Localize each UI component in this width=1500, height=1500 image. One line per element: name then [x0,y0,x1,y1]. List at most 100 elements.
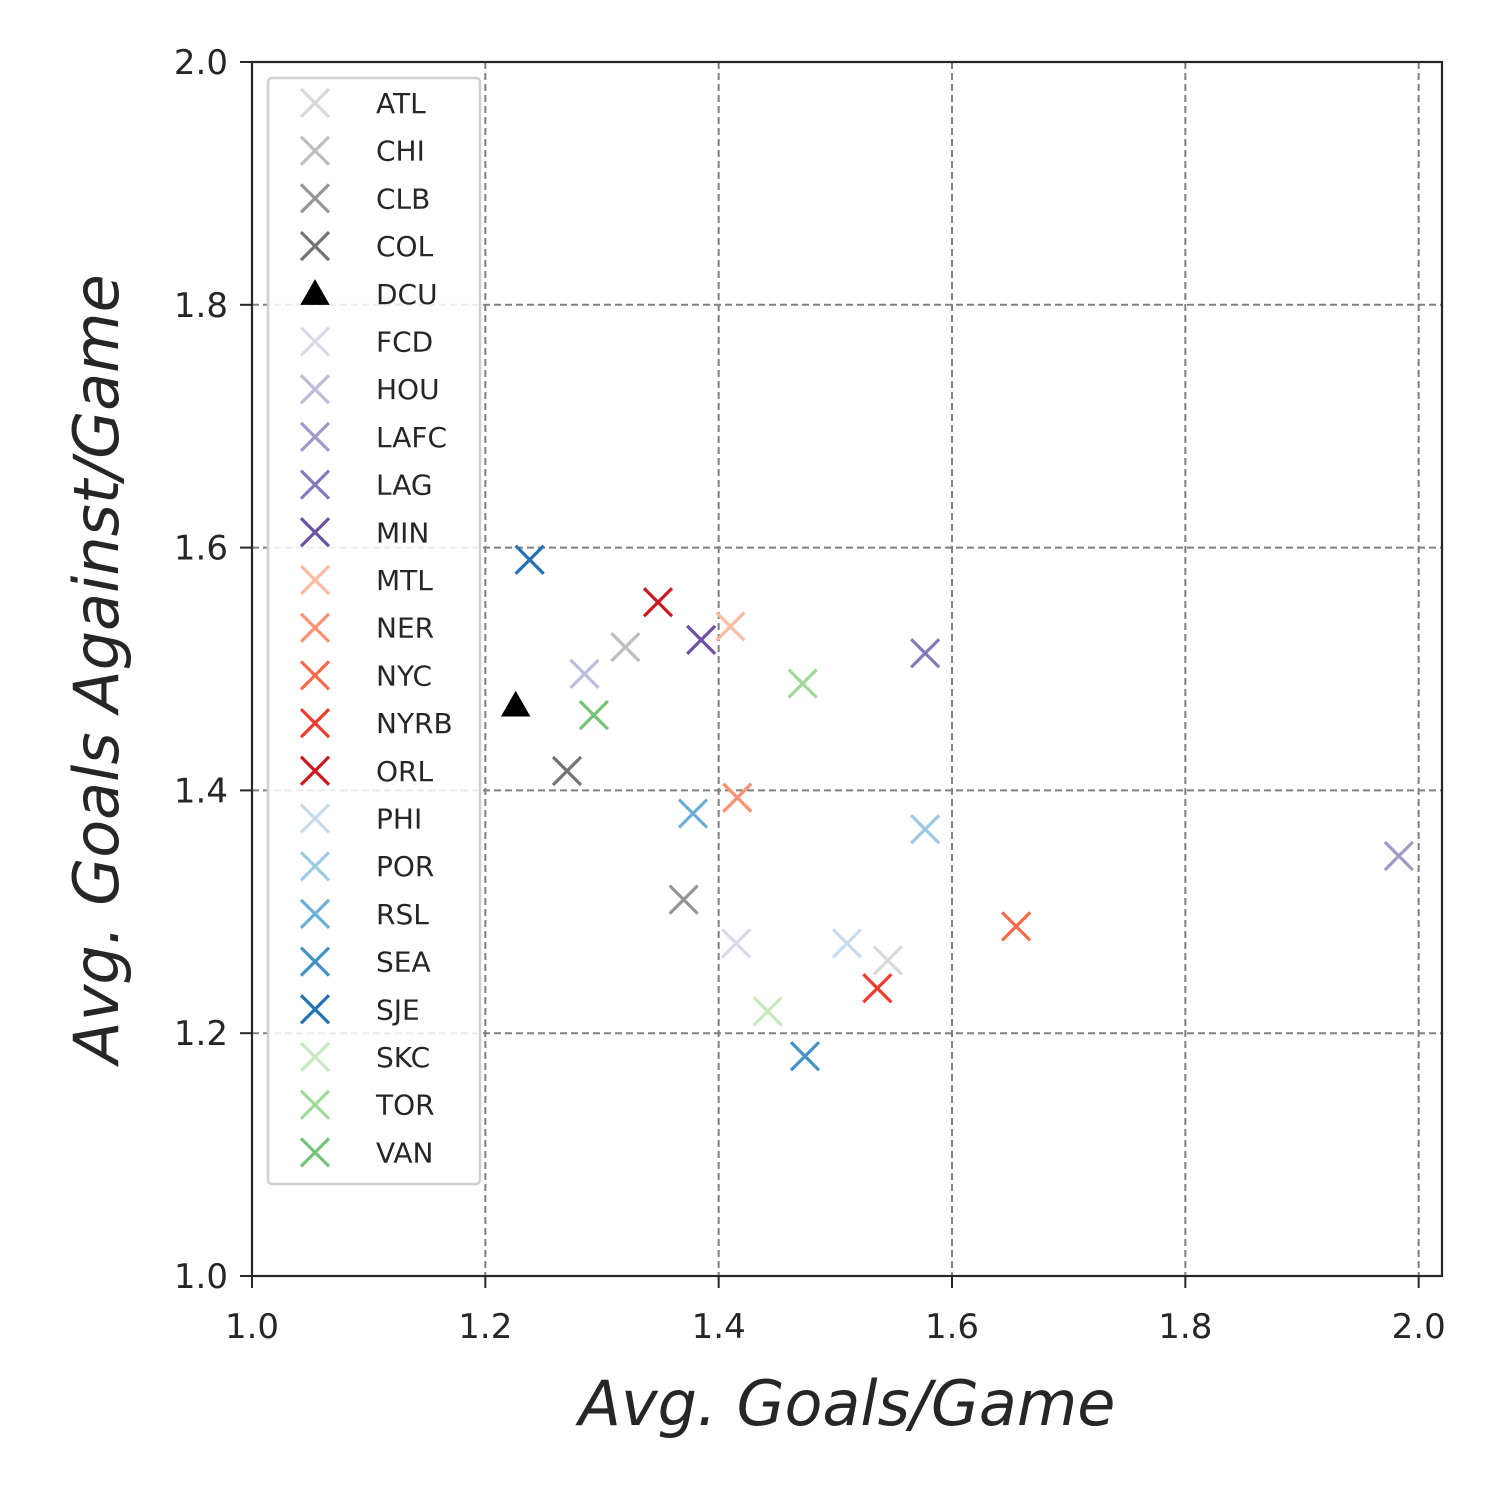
legend-marker-lag [299,469,331,500]
marker-stroke [299,994,331,1025]
marker-stroke [299,803,331,834]
point-rsl [677,798,709,829]
point-lag [910,638,941,669]
legend-marker-sje [299,994,331,1025]
marker-stroke [299,135,331,166]
marker-stroke [610,632,641,663]
legend-label-clb: CLB [376,182,430,215]
point-nyrb [862,973,893,1004]
legend-label-min: MIN [376,516,429,549]
legend-marker-ner [299,612,331,643]
point-clb [668,884,699,915]
point-tor [787,668,818,699]
marker-stroke [299,612,331,643]
marker-stroke [299,469,331,500]
legend-label-lafc: LAFC [376,421,447,454]
legend-box [266,76,482,1186]
marker-stroke [569,658,600,689]
marker-stroke [299,87,331,119]
marker-stroke [299,1137,331,1168]
point-skc [752,996,783,1027]
marker-stroke [299,946,331,977]
point-lafc [1383,840,1414,872]
marker-stroke [299,421,331,453]
marker-stroke [668,884,699,915]
marker-stroke [299,374,331,405]
point-atl [872,945,903,976]
marker-stroke [642,587,674,618]
marker-stroke [299,517,331,548]
marker-stroke [677,798,709,829]
x-tick-label: 1.4 [692,1307,746,1347]
x-tick-label: 1.8 [1158,1307,1212,1347]
point-mtl [715,611,746,642]
legend-label-dcu: DCU [376,278,438,311]
marker-stroke [578,700,609,731]
x-tick-label: 1.2 [458,1307,512,1347]
point-nyc [1001,911,1032,942]
point-hou [569,658,600,689]
point-col [551,755,583,787]
marker-stroke [789,1041,821,1072]
legend-label-lag: LAG [376,469,433,502]
legend-marker-chi [299,135,331,166]
legend-label-orl: ORL [376,755,433,788]
marker-stroke [715,611,746,642]
marker-stroke [299,707,331,739]
marker-stroke [299,851,331,882]
legend-marker-por [299,851,331,882]
legend-marker-skc [299,1041,331,1073]
point-dcu [500,690,531,717]
x-axis-title: Avg. Goals/Game [575,1367,1116,1440]
x-tick-label: 1.6 [925,1307,979,1347]
legend: ATL CHI CLB COL DCU FCD HOU LAFC LAG MIN MTL NER NYC… [266,76,482,1186]
plot-frame [250,60,1444,1278]
marker-stroke [722,782,753,813]
marker-stroke [721,928,752,959]
marker-stroke [299,755,331,786]
point-ner [722,782,753,813]
legend-marker-phi [299,803,331,834]
legend-label-sje: SJE [376,993,420,1026]
marker-stroke [787,668,818,699]
y-axis-title: Avg. Goals Against/Game [60,274,133,1067]
legend-marker-col [299,230,331,262]
legend-label-rsl: RSL [376,898,429,931]
legend-label-ner: NER [376,612,434,645]
marker-stroke [299,564,331,596]
point-por [910,814,941,845]
point-chi [610,632,641,663]
marker-stroke [1001,911,1032,942]
point-sea [789,1041,821,1072]
legend-marker-van [299,1137,331,1168]
legend-label-phi: PHI [376,803,422,836]
legend-marker-fcd [299,326,331,357]
marker-stroke [514,544,545,575]
point-van [578,700,609,731]
axis-ticks: 1.0 1.2 1.4 1.6 1.8 2.0 1.0 1.2 1.4 1.6 1.8 2.0 [174,43,1446,1347]
legend-marker-sea [299,946,331,977]
legend-marker-clb [299,183,331,214]
point-orl [642,587,674,618]
y-tick-label: 1.0 [174,1257,228,1297]
point-phi [831,928,863,959]
legend-marker-min [299,517,331,548]
y-tick-label: 1.6 [174,529,228,569]
y-tick-label: 1.4 [174,771,228,811]
marker-stroke [910,638,941,669]
legend-label-skc: SKC [376,1041,430,1074]
point-min [686,624,717,655]
legend-marker-nyrb [299,707,331,739]
marker-stroke [299,183,331,214]
marker-stroke [686,624,717,655]
marker-stroke [551,755,583,787]
point-sje [514,544,545,575]
legend-label-nyrb: NYRB [376,707,453,740]
marker-stroke [299,1041,331,1073]
marker-stroke [299,660,331,691]
legend-label-col: COL [376,230,434,263]
legend-marker-nyc [299,660,331,691]
marker-stroke [1383,840,1414,872]
y-tick-label: 2.0 [174,43,228,83]
